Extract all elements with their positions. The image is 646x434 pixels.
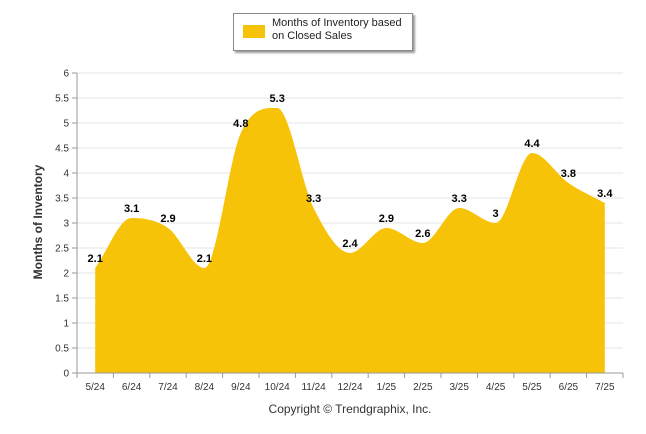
x-tick-label: 7/25: [595, 382, 615, 393]
y-tick-label: 1.5: [55, 294, 69, 305]
data-label: 3.3: [306, 193, 321, 205]
y-axis-label: Months of Inventory: [31, 164, 45, 280]
data-label: 3.4: [597, 188, 613, 200]
x-tick-label: 10/24: [265, 382, 290, 393]
y-tick-label: 3.5: [55, 194, 69, 205]
x-tick-label: 3/25: [449, 382, 469, 393]
x-tick-label: 4/25: [486, 382, 506, 393]
y-tick-label: 4: [63, 169, 69, 180]
x-tick-label: 12/24: [337, 382, 362, 393]
x-tick-label: 7/24: [158, 382, 178, 393]
x-tick-label: 6/24: [122, 382, 142, 393]
x-tick-label: 6/25: [559, 382, 579, 393]
y-tick-label: 4.5: [55, 144, 69, 155]
y-tick-label: 1: [63, 319, 69, 330]
data-label: 3.3: [452, 193, 467, 205]
data-label: 2.9: [379, 213, 394, 225]
axes: 0 0.5 1 1.5 2 2.5 3 3.5 4 4.5 5 5.5 6 5/24 6/24 7/24 8/2…: [55, 69, 624, 393]
x-tick-label: 5/24: [85, 382, 105, 393]
y-tick-label: 0: [63, 369, 69, 380]
data-label: 2.6: [415, 228, 430, 240]
data-label: 2.1: [197, 253, 212, 265]
y-tick-label: 2.5: [55, 244, 69, 255]
legend: Months of Inventory based on Closed Sale…: [233, 13, 413, 51]
x-tick-label: 9/24: [231, 382, 251, 393]
legend-swatch: [243, 25, 265, 38]
x-tick-label: 5/25: [522, 382, 542, 393]
data-label: 2.1: [88, 253, 103, 265]
data-label: 5.3: [270, 93, 285, 105]
y-tick-label: 6: [63, 69, 69, 80]
data-label: 3.1: [124, 203, 139, 215]
area-series: [95, 107, 605, 373]
data-labels: 2.1 3.1 2.9 2.1 4.8 5.3 3.3 2.4 2.9 2.6 3.3 3 4.4 3.8…: [88, 93, 614, 265]
x-tick-label: 2/25: [413, 382, 433, 393]
data-label: 3.8: [561, 168, 576, 180]
y-tick-label: 2: [63, 269, 69, 280]
data-label: 3: [493, 208, 499, 220]
x-tick-label: 11/24: [301, 382, 326, 393]
y-tick-label: 3: [63, 219, 69, 230]
x-tick-label: 8/24: [195, 382, 215, 393]
copyright-text: Copyright © Trendgraphix, Inc.: [268, 402, 432, 416]
data-label: 4.8: [233, 118, 248, 130]
legend-label: Months of Inventory based on Closed Sale…: [272, 17, 402, 42]
data-label: 2.4: [342, 238, 358, 250]
y-tick-label: 5.5: [55, 94, 69, 105]
y-tick-label: 0.5: [55, 344, 69, 355]
data-label: 4.4: [524, 138, 540, 150]
x-tick-label: 1/25: [377, 382, 397, 393]
data-label: 2.9: [160, 213, 175, 225]
y-tick-label: 5: [63, 119, 69, 130]
area-fill: [95, 107, 605, 373]
